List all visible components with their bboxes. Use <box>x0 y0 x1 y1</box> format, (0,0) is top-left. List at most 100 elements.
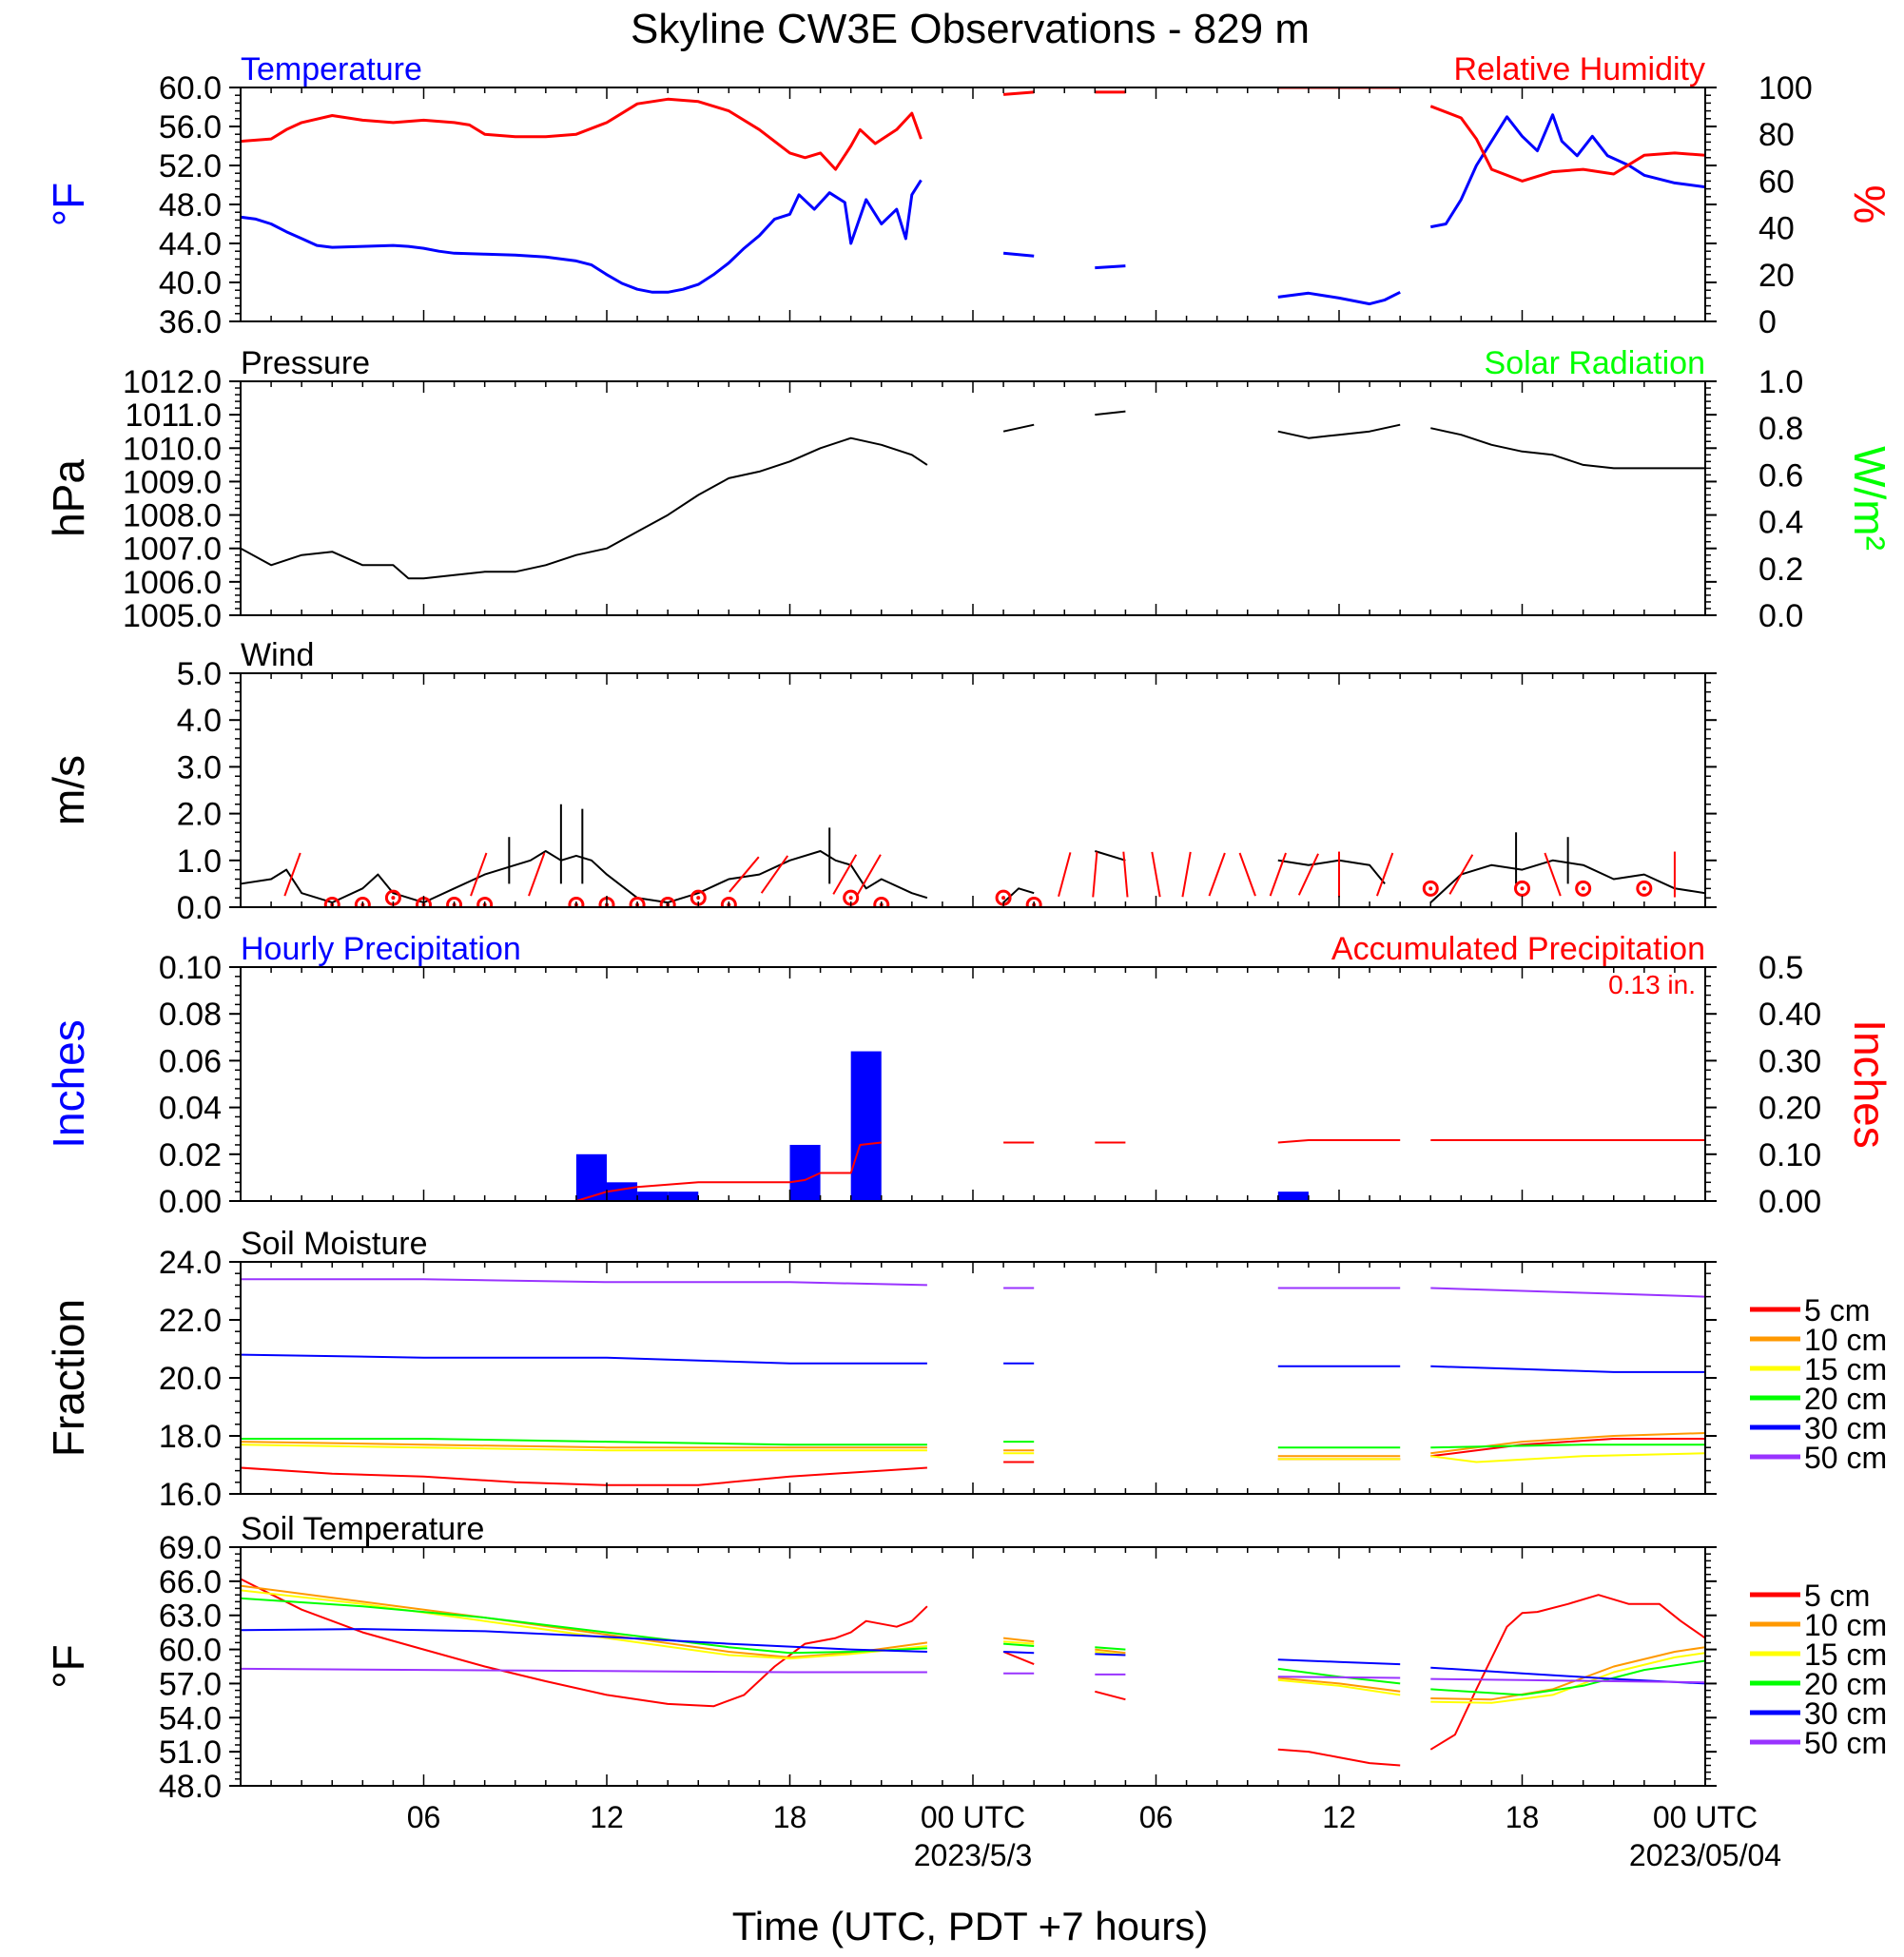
series-group-pressure_solar <box>241 410 1705 580</box>
series-line-accumulated-precipitation <box>1277 1139 1401 1144</box>
left-tick-label: 51.0 <box>159 1734 222 1771</box>
left-tick-label: 2.0 <box>177 797 222 833</box>
precip-bar <box>1277 1192 1309 1201</box>
left-tick-label: 1011.0 <box>126 397 222 434</box>
series-line-50-cm <box>241 1667 927 1674</box>
accumulated-total-label: 0.13 in. <box>1608 970 1696 999</box>
series-line-15-cm <box>1003 1640 1035 1645</box>
panel-title-right: Relative Humidity <box>1453 51 1705 87</box>
panel-soil_temp: 48.051.054.057.060.063.066.069.0 Soil Tem… <box>44 1511 1887 1805</box>
calm-wind-marker-dot <box>1642 886 1646 891</box>
x-tick-label: 00 UTC <box>921 1800 1025 1834</box>
left-axis-label: Fraction <box>44 1299 93 1457</box>
series-line-20-cm <box>241 1438 927 1446</box>
left-axis-label: m/s <box>44 755 93 825</box>
left-tick-label: 60.0 <box>159 70 222 107</box>
right-tick-label: 0.4 <box>1758 505 1803 541</box>
series-line-wind <box>1095 850 1126 862</box>
right-tick-label: 0.2 <box>1758 552 1803 588</box>
series-line-temperature <box>241 179 923 294</box>
series-line-30-cm <box>241 1353 927 1365</box>
series-line-5-cm <box>1095 1690 1126 1701</box>
left-tick-label: 57.0 <box>159 1666 222 1702</box>
series-line-15-cm <box>241 1589 928 1660</box>
series-line-temperature <box>1277 290 1401 306</box>
left-tick-label: 1009.0 <box>123 464 222 500</box>
figure-title: Skyline CW3E Observations - 829 m <box>631 6 1310 52</box>
wind-barb <box>1122 851 1129 898</box>
series-line-accumulated-precipitation <box>241 1141 882 1201</box>
series-line-5-cm <box>1430 1438 1705 1458</box>
series-line-5-cm <box>1277 1748 1401 1767</box>
left-tick-label: 52.0 <box>159 148 222 184</box>
calm-wind-marker <box>323 897 340 907</box>
legend-label: 20 cm <box>1804 1667 1887 1701</box>
calm-wind-marker <box>659 897 676 907</box>
series-line-50-cm <box>1277 1676 1401 1679</box>
left-tick-label: 56.0 <box>159 109 222 145</box>
panel-title-left: Soil Moisture <box>241 1226 428 1262</box>
left-tick-label: 1.0 <box>177 843 222 880</box>
left-tick-label: 48.0 <box>159 187 222 223</box>
left-tick-label: 1008.0 <box>123 498 222 534</box>
legend-label: 50 cm <box>1804 1441 1887 1475</box>
series-line-50-cm <box>1430 1287 1705 1298</box>
series-line-relative-humidity <box>241 97 923 171</box>
series-line-temperature <box>1095 264 1126 270</box>
wind-barb <box>857 854 882 895</box>
right-tick-label: 20 <box>1758 258 1795 294</box>
left-tick-label: 4.0 <box>177 703 222 739</box>
wind-barb <box>1448 854 1474 895</box>
left-tick-label: 1010.0 <box>123 431 222 467</box>
left-tick-label: 18.0 <box>159 1419 222 1455</box>
calm-wind-marker-dot <box>1001 896 1006 901</box>
series-line-10-cm <box>1002 1637 1035 1643</box>
wind-barb <box>283 852 301 897</box>
precip-bar <box>789 1144 821 1201</box>
panel-pressure_solar: 1005.01006.01007.01008.01009.01010.01011… <box>44 345 1894 634</box>
right-tick-label: 100 <box>1758 70 1813 107</box>
calm-wind-marker <box>476 897 494 907</box>
calm-wind-marker <box>446 897 463 907</box>
left-tick-label: 0.02 <box>159 1137 222 1173</box>
left-tick-label: 24.0 <box>159 1245 222 1281</box>
series-line-15-cm <box>1430 1452 1705 1463</box>
calm-wind-marker-dot <box>848 896 853 901</box>
series-line-15-cm <box>1430 1652 1705 1704</box>
calm-wind-marker <box>1514 880 1530 897</box>
panel-title-left: Hourly Precipitation <box>241 931 521 967</box>
right-tick-label: 0.40 <box>1758 997 1821 1033</box>
series-group-precip <box>241 1139 1705 1201</box>
series-group-wind <box>241 804 1705 907</box>
calm-wind-marker-dot <box>1520 886 1525 891</box>
series-line-5-cm <box>1429 1594 1705 1751</box>
right-tick-label: 0.0 <box>1758 598 1803 634</box>
precip-bar <box>668 1192 699 1201</box>
series-group-soil_temp <box>241 1578 1705 1767</box>
legend-label: 15 cm <box>1804 1352 1887 1386</box>
wind-barb <box>528 852 546 897</box>
legend-label: 20 cm <box>1804 1382 1887 1416</box>
right-tick-label: 40 <box>1758 211 1795 247</box>
wind-barb <box>1238 852 1256 897</box>
panel-title-left: Soil Temperature <box>241 1511 484 1547</box>
x-tick-label: 06 <box>1139 1800 1174 1834</box>
series-line-10-cm <box>241 1441 927 1449</box>
legend-label: 10 cm <box>1804 1608 1887 1642</box>
series-line-15-cm <box>1277 1678 1401 1696</box>
wind-barb <box>1544 852 1562 897</box>
wind-barb <box>1092 851 1098 898</box>
right-tick-label: 0.10 <box>1758 1137 1821 1173</box>
series-line-50-cm <box>1430 1677 1705 1684</box>
calm-wind-marker-dot <box>1581 886 1585 891</box>
wind-barb <box>729 856 760 893</box>
left-tick-label: 63.0 <box>159 1599 222 1635</box>
wind-barb <box>760 855 789 894</box>
legend-label: 15 cm <box>1804 1637 1887 1672</box>
series-line-20-cm <box>1003 1642 1035 1647</box>
precip-bar <box>607 1182 638 1201</box>
legend-label: 50 cm <box>1804 1726 1887 1760</box>
series-line-5-cm <box>241 1578 928 1708</box>
legend-label: 30 cm <box>1804 1411 1887 1445</box>
